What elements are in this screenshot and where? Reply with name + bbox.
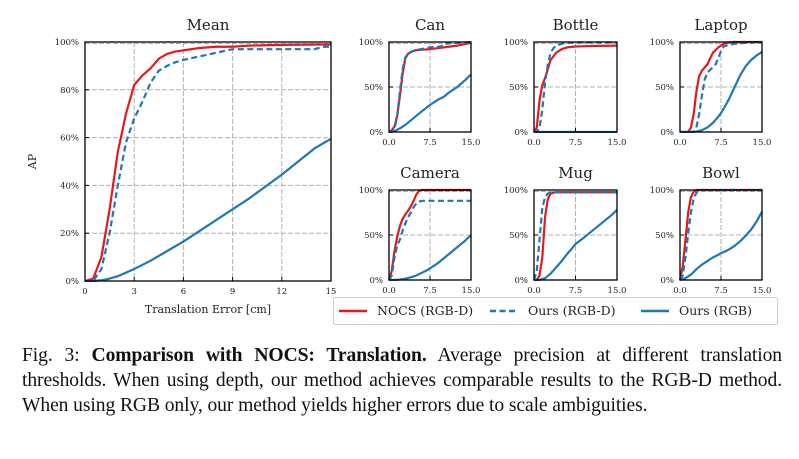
series-line-ours-rgb (85, 137, 332, 282)
x-tick-label: 7.5 (423, 138, 437, 148)
x-tick-label: 15.0 (608, 138, 627, 148)
y-tick-label: 0% (370, 276, 384, 286)
legend-label: Ours (RGB) (679, 303, 752, 318)
y-tick-label: 0% (661, 128, 675, 138)
series-line-ours-rgb (534, 209, 618, 281)
y-tick-label: 100% (650, 186, 674, 196)
chart-title: Can (415, 16, 445, 34)
x-tick-label: 15.0 (462, 138, 481, 148)
y-tick-label: 0% (370, 128, 384, 138)
series-line-ours-rgb-d (388, 199, 471, 281)
x-axis-label: Translation Error [cm] (145, 303, 271, 316)
y-tick-label: 100% (359, 38, 383, 48)
chart-bowl: 0.0 7.5 15.0 0% 50% 100% Bowl (650, 164, 772, 296)
chart-laptop: 0.0 7.5 15.0 0% 50% 100% Laptop (650, 16, 772, 148)
y-tick-label: 0% (515, 128, 529, 138)
series-line-ours-rgb (680, 50, 763, 133)
x-tick-label: 15.0 (753, 138, 772, 148)
series-line-ours-rgb-d (534, 41, 617, 133)
series-line-ours-rgb-d (533, 191, 617, 281)
legend-label: NOCS (RGB-D) (377, 303, 473, 318)
x-tick-label: 9 (230, 287, 235, 297)
y-tick-label: 40% (60, 181, 79, 191)
chart-bottle: 0.0 7.5 15.0 0% 50% 100% Bottle (504, 16, 627, 148)
x-tick-label: 0.0 (382, 286, 396, 296)
y-tick-label: 50% (509, 83, 528, 93)
x-tick-label: 6 (181, 287, 186, 297)
x-tick-label: 7.5 (569, 138, 583, 148)
y-tick-label: 100% (504, 38, 528, 48)
chart-mean: 0 3 6 9 12 15 0% 20% 40% 60% 80% 100% Mean Translatio… (26, 16, 336, 316)
series-line-nocs-rgb-d (84, 43, 332, 282)
chart-title: Bottle (553, 16, 599, 34)
y-tick-label: 100% (55, 38, 79, 48)
series-line-ours-rgb (388, 73, 472, 133)
x-tick-label: 0.0 (527, 286, 541, 296)
x-tick-label: 0.0 (673, 286, 687, 296)
x-tick-label: 7.5 (423, 286, 437, 296)
series-line-ours-rgb-d (680, 40, 763, 133)
figure-canvas: 0 3 6 9 12 15 0% 20% 40% 60% 80% 100% Mean Translatio… (26, 16, 778, 325)
chart-title: Laptop (694, 16, 747, 34)
series-line-ours-rgb-d (679, 188, 762, 281)
series-line-ours-rgb (389, 234, 472, 281)
series-line-ours-rgb (679, 211, 763, 281)
y-tick-label: 60% (60, 134, 79, 144)
x-tick-label: 7.5 (714, 138, 728, 148)
series-line-nocs-rgb-d (533, 44, 618, 133)
y-tick-label: 20% (60, 229, 79, 239)
x-tick-label: 12 (276, 287, 287, 297)
y-tick-label: 0% (515, 276, 529, 286)
x-tick-label: 7.5 (569, 286, 583, 296)
caption-text: Average precision at different translati… (22, 345, 782, 416)
y-tick-label: 100% (650, 38, 674, 48)
series-line-ours-rgb-d (85, 45, 331, 282)
y-tick-label: 100% (359, 186, 383, 196)
legend-box (333, 297, 778, 325)
legend-label: Ours (RGB-D) (528, 303, 615, 318)
x-tick-label: 15 (326, 287, 337, 297)
chart-camera: 0.0 7.5 15.0 0% 50% 100% Camera (359, 164, 481, 296)
x-tick-label: 7.5 (714, 286, 728, 296)
y-tick-label: 50% (655, 83, 674, 93)
y-tick-label: 0% (66, 277, 80, 287)
x-tick-label: 3 (131, 287, 136, 297)
caption-bold-title: Comparison with NOCS: Translation. (91, 345, 427, 366)
x-tick-label: 0.0 (382, 138, 396, 148)
y-tick-label: 50% (364, 83, 383, 93)
chart-title: Mean (187, 16, 230, 34)
x-tick-label: 15.0 (462, 286, 481, 296)
y-axis-label: AP (26, 153, 39, 170)
y-tick-label: 50% (655, 231, 674, 241)
y-tick-label: 50% (364, 231, 383, 241)
caption-label: Fig. 3: (22, 345, 80, 366)
x-tick-label: 0 (82, 287, 87, 297)
legend: NOCS (RGB-D) Ours (RGB-D) Ours (RGB) (333, 297, 778, 325)
chart-can: 0.0 7.5 15.0 0% 50% 100% Can (359, 16, 481, 148)
axes-frame (84, 41, 332, 282)
series-line-nocs-rgb-d (388, 188, 471, 281)
chart-title: Camera (400, 164, 460, 182)
x-tick-label: 0.0 (527, 138, 541, 148)
x-tick-label: 0.0 (673, 138, 687, 148)
chart-title: Bowl (702, 164, 740, 182)
y-tick-label: 100% (504, 186, 528, 196)
series-line-ours-rgb-d (389, 40, 472, 133)
y-tick-label: 0% (661, 276, 675, 286)
chart-mug: 0.0 7.5 15.0 0% 50% 100% Mug (504, 164, 627, 296)
y-tick-label: 50% (509, 231, 528, 241)
x-tick-label: 15.0 (608, 286, 627, 296)
figure-caption: Fig. 3: Comparison with NOCS: Translatio… (22, 343, 782, 418)
chart-title: Mug (558, 164, 593, 182)
y-tick-label: 80% (60, 86, 79, 96)
series-line-nocs-rgb-d (680, 40, 762, 133)
x-tick-label: 15.0 (753, 286, 772, 296)
